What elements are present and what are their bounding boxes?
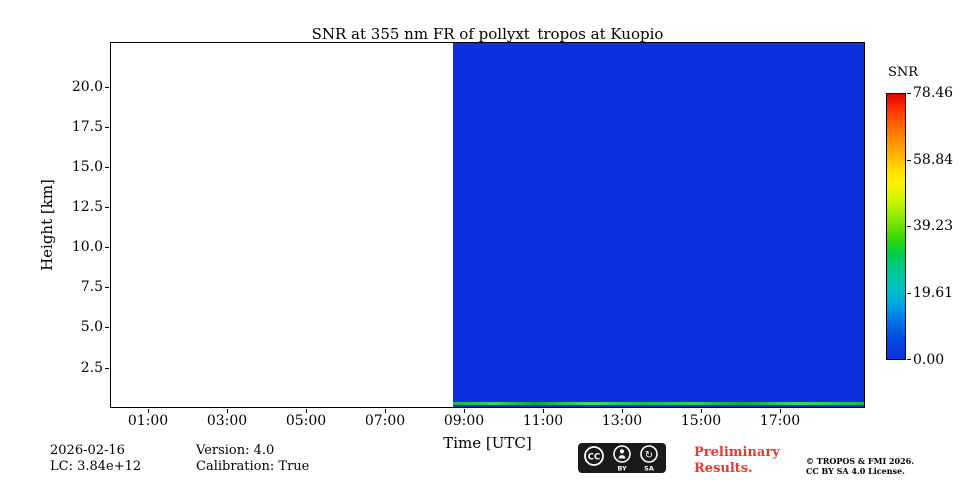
x-tick-label: 17:00 [759,413,801,429]
x-tick [148,409,149,413]
colorbar-tick [907,160,911,161]
x-axis-label: Time [UTC] [443,434,532,452]
y-tick [105,167,109,168]
x-tick [543,409,544,413]
colorbar-tick [907,226,911,227]
y-tick [105,127,109,128]
y-tick-label: 7.5 [80,279,103,295]
x-tick-label: 13:00 [601,413,643,429]
near-surface-snr-layer [453,402,864,405]
copyright-line-2: CC BY SA 4.0 License. [806,466,905,476]
version-label: Version: 4.0 [196,443,275,458]
y-tick-label: 2.5 [80,360,103,376]
x-tick [385,409,386,413]
y-tick [105,207,109,208]
colorbar-tick-label: 58.84 [913,152,954,168]
y-tick [105,287,109,288]
colorbar-tick [907,359,911,360]
colorbar-tick [907,293,911,294]
copyright-line-1: © TROPOS & FMI 2026. [806,456,915,466]
y-tick-label: 15.0 [71,159,103,175]
copyright-notice: © TROPOS & FMI 2026. CC BY SA 4.0 Licens… [806,456,914,476]
chart-title: SNR at 355 nm FR of pollyxt_tropos at Ku… [311,25,664,43]
x-tick [622,409,623,413]
svg-text:BY: BY [617,465,627,473]
colorbar-tick-label: 19.61 [913,285,954,301]
x-tick-label: 07:00 [364,413,406,429]
colorbar-tick-label: 78.46 [913,85,954,101]
calibration-label: Calibration: True [196,459,310,474]
y-tick [105,327,109,328]
x-tick [227,409,228,413]
heatmap-data-region [453,43,864,407]
svg-text:CC: CC [588,453,600,463]
x-tick [306,409,307,413]
svg-text:↻: ↻ [645,450,653,461]
x-tick-label: 03:00 [206,413,248,429]
colorbar-tick [907,93,911,94]
colorbar-tick-label: 39.23 [913,218,954,234]
y-tick [105,368,109,369]
x-tick-label: 05:00 [285,413,327,429]
x-tick-label: 15:00 [680,413,722,429]
y-tick-label: 20.0 [71,79,103,95]
x-tick [780,409,781,413]
lidar-constant: LC: 3.84e+12 [50,459,142,474]
x-tick-label: 01:00 [127,413,169,429]
plot-area [110,42,865,408]
y-tick [105,247,109,248]
measurement-date: 2026-02-16 [50,443,125,458]
y-tick-label: 12.5 [71,199,103,215]
colorbar-title: SNR [888,65,919,80]
cc-by-sa-license-icon: CC BY ↻ SA [578,443,666,477]
y-tick [105,87,109,88]
x-tick [701,409,702,413]
preliminary-results-label: Preliminary Results. [694,445,780,476]
y-axis-label: Height [km] [38,179,56,271]
x-tick [464,409,465,413]
x-tick-label: 09:00 [443,413,485,429]
colorbar [886,93,906,360]
colorbar-tick-label: 0.00 [913,352,945,368]
x-tick-label: 11:00 [522,413,564,429]
y-tick-label: 5.0 [80,319,103,335]
y-tick-label: 10.0 [71,239,103,255]
y-tick-label: 17.5 [71,119,103,135]
svg-text:SA: SA [644,465,654,473]
